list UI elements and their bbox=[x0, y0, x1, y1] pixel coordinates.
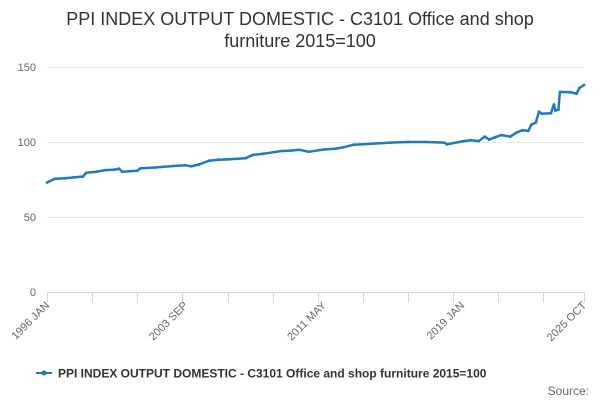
data-point[interactable] bbox=[558, 90, 562, 94]
data-point[interactable] bbox=[45, 181, 49, 184]
legend-item-label[interactable]: PPI INDEX OUTPUT DOMESTIC - C3101 Office… bbox=[58, 367, 487, 381]
data-point[interactable] bbox=[72, 176, 76, 179]
data-point[interactable] bbox=[514, 131, 518, 135]
data-point[interactable] bbox=[104, 168, 108, 172]
data-point[interactable] bbox=[298, 148, 302, 152]
data-point[interactable] bbox=[554, 109, 557, 112]
data-point[interactable] bbox=[445, 143, 449, 146]
data-point[interactable] bbox=[113, 168, 117, 172]
data-point[interactable] bbox=[197, 163, 201, 166]
data-point[interactable] bbox=[578, 86, 581, 90]
data-point[interactable] bbox=[251, 153, 255, 157]
y-tick-label-100: 100 bbox=[18, 137, 36, 149]
data-point[interactable] bbox=[552, 103, 556, 106]
chart-credits[interactable]: Source: bbox=[548, 384, 589, 398]
data-point[interactable] bbox=[352, 143, 356, 147]
data-point[interactable] bbox=[557, 108, 560, 111]
data-point[interactable] bbox=[487, 138, 491, 142]
data-point[interactable] bbox=[526, 129, 530, 133]
data-point[interactable] bbox=[280, 149, 284, 153]
data-point[interactable] bbox=[575, 92, 578, 96]
data-point[interactable] bbox=[63, 176, 67, 180]
data-point[interactable] bbox=[520, 128, 524, 132]
data-point[interactable] bbox=[53, 177, 56, 181]
data-point[interactable] bbox=[569, 90, 572, 94]
data-point[interactable] bbox=[442, 141, 446, 145]
data-point[interactable] bbox=[499, 133, 503, 137]
data-point[interactable] bbox=[493, 135, 497, 139]
data-point[interactable] bbox=[138, 167, 142, 170]
series-line-0[interactable] bbox=[45, 83, 586, 184]
data-point[interactable] bbox=[262, 152, 265, 156]
data-point[interactable] bbox=[84, 171, 88, 175]
data-point[interactable] bbox=[530, 123, 533, 126]
data-point[interactable] bbox=[135, 169, 139, 173]
data-point[interactable] bbox=[153, 166, 157, 169]
data-point[interactable] bbox=[217, 158, 220, 162]
data-point[interactable] bbox=[184, 163, 187, 167]
chart-title-line-2: furniture 2015=100 bbox=[224, 31, 376, 51]
data-point[interactable] bbox=[549, 111, 553, 115]
data-point[interactable] bbox=[537, 110, 541, 114]
data-point[interactable] bbox=[534, 121, 538, 124]
data-point[interactable] bbox=[307, 150, 311, 154]
data-point[interactable] bbox=[582, 83, 586, 87]
data-point[interactable] bbox=[95, 170, 98, 174]
series-layer bbox=[45, 83, 586, 184]
y-axis-labels: 0 50 100 150 bbox=[18, 62, 36, 299]
y-tick-label-150: 150 bbox=[18, 62, 36, 74]
data-point[interactable] bbox=[226, 158, 229, 161]
data-point[interactable] bbox=[424, 140, 428, 144]
data-point[interactable] bbox=[81, 175, 85, 178]
data-point[interactable] bbox=[120, 170, 124, 174]
legend-symbol-marker bbox=[41, 370, 47, 376]
data-point[interactable] bbox=[469, 138, 473, 142]
data-point[interactable] bbox=[334, 147, 338, 151]
data-point[interactable] bbox=[117, 167, 121, 171]
legend[interactable]: PPI INDEX OUTPUT DOMESTIC - C3101 Office… bbox=[36, 367, 487, 381]
data-point[interactable] bbox=[190, 164, 193, 168]
data-point[interactable] bbox=[540, 112, 544, 116]
y-tick-label-50: 50 bbox=[24, 212, 36, 224]
data-point[interactable] bbox=[244, 156, 248, 160]
y-tick-label-0: 0 bbox=[30, 287, 36, 299]
data-point[interactable] bbox=[322, 148, 326, 151]
data-point[interactable] bbox=[370, 142, 374, 146]
data-point[interactable] bbox=[208, 159, 211, 163]
data-point[interactable] bbox=[477, 139, 481, 143]
data-point[interactable] bbox=[388, 141, 392, 145]
data-point[interactable] bbox=[460, 140, 464, 143]
data-point[interactable] bbox=[406, 140, 410, 144]
data-point[interactable] bbox=[289, 149, 293, 153]
data-point[interactable] bbox=[508, 135, 512, 139]
data-point[interactable] bbox=[483, 135, 487, 139]
data-point[interactable] bbox=[172, 164, 175, 168]
chart-title-line-1: PPI INDEX OUTPUT DOMESTIC - C3101 Office… bbox=[66, 9, 534, 29]
data-point[interactable] bbox=[341, 145, 345, 149]
